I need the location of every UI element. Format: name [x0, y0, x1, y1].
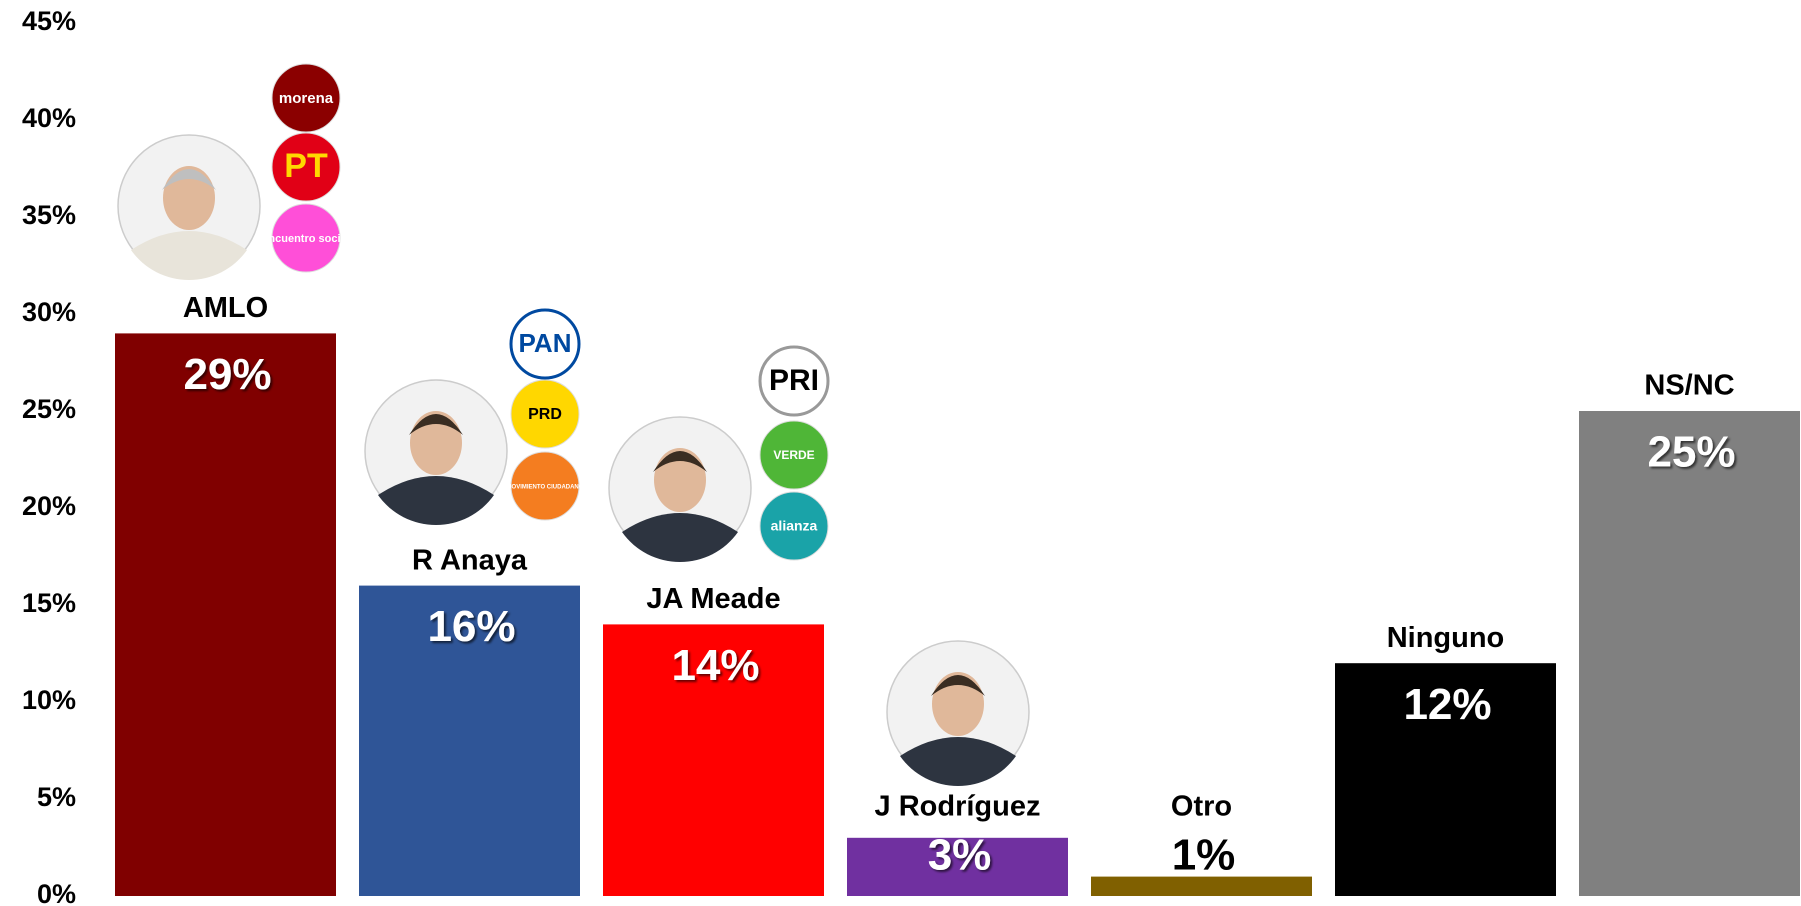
logo-text: encuentro social	[262, 233, 349, 245]
value-label: 14%	[671, 641, 759, 690]
y-tick-label: 20%	[22, 491, 76, 521]
value-label: 29%	[183, 350, 271, 399]
y-tick-label: 25%	[22, 394, 76, 424]
candidate-photo	[118, 135, 260, 280]
party-logo: encuentro social	[262, 204, 349, 272]
logo-text: alianza	[771, 518, 818, 534]
y-tick-label: 35%	[22, 200, 76, 230]
party-logo: VERDE	[760, 421, 828, 489]
y-tick-label: 0%	[37, 879, 76, 906]
logo-text: PT	[284, 147, 328, 185]
value-label: 12%	[1403, 680, 1491, 729]
chart: 0% 5% 10% 15% 20% 25% 30% 35% 40% 45% AMLO 29% moren…	[0, 0, 1801, 906]
category-label: Otro	[1171, 791, 1232, 823]
y-tick-label: 10%	[22, 685, 76, 715]
y-tick-label: 40%	[22, 103, 76, 133]
category-label: J Rodríguez	[875, 791, 1041, 823]
candidate-photo	[365, 380, 507, 525]
category-label: AMLO	[183, 292, 268, 324]
party-logo: PRI	[760, 347, 828, 415]
logo-text: VERDE	[773, 448, 814, 462]
bar	[1579, 411, 1800, 896]
logo-text: PAN	[519, 328, 572, 358]
category-label: Ninguno	[1387, 622, 1505, 654]
value-label: 16%	[427, 602, 515, 651]
party-logo: MOVIMIENTO CIUDADANO	[507, 452, 584, 520]
value-label: 1%	[1172, 831, 1236, 880]
y-tick-label: 30%	[22, 297, 76, 327]
logo-text: MOVIMIENTO CIUDADANO	[507, 485, 584, 491]
logo-text: PRD	[528, 406, 562, 423]
party-logo: PRD	[511, 380, 579, 448]
candidate-photo	[609, 417, 751, 562]
bar	[115, 333, 336, 896]
value-label: 25%	[1647, 428, 1735, 477]
y-tick-label: 5%	[37, 782, 76, 812]
logo-text: morena	[279, 90, 334, 107]
logo-text: PRI	[769, 364, 819, 397]
candidate-photo	[887, 641, 1029, 786]
y-tick-label: 45%	[22, 6, 76, 36]
category-label: R Anaya	[412, 544, 528, 576]
category-label: JA Meade	[646, 583, 780, 615]
y-tick-label: 15%	[22, 588, 76, 618]
party-logo: morena	[272, 64, 340, 132]
party-logo: PAN	[511, 310, 579, 378]
party-logo: PT	[272, 133, 340, 201]
category-label: NS/NC	[1644, 370, 1734, 402]
party-logo: alianza	[760, 492, 828, 560]
value-label: 3%	[928, 831, 992, 880]
